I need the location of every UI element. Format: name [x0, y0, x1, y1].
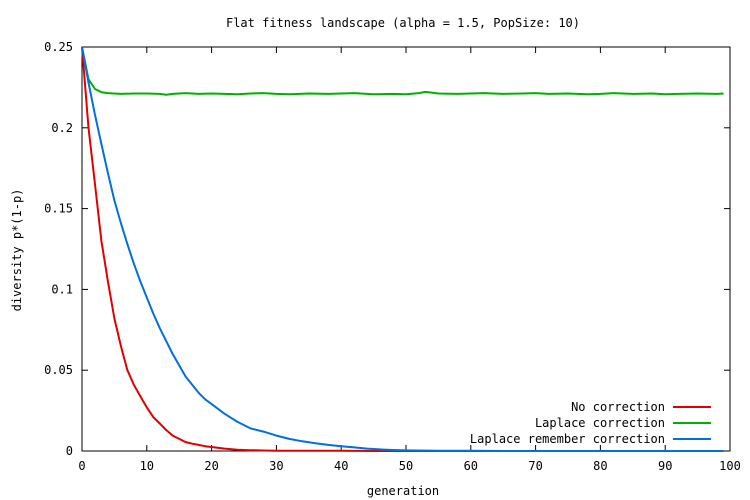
series-line-laplace-correction — [81, 46, 724, 96]
x-tick-label: 40 — [334, 459, 348, 473]
x-tick-label: 30 — [269, 459, 283, 473]
y-tick-label: 0.05 — [44, 363, 73, 377]
x-tick-label: 90 — [658, 459, 672, 473]
y-tick-label: 0.25 — [44, 40, 73, 54]
x-tick-label: 70 — [528, 459, 542, 473]
x-axis-ticks: 0 10 20 30 40 50 60 70 80 90 100 — [78, 47, 741, 473]
series-line-laplace-remember-correction — [81, 46, 724, 452]
plot-frame — [81, 46, 731, 452]
x-tick-label: 60 — [464, 459, 478, 473]
x-tick-label: 10 — [140, 459, 154, 473]
plot-area: 0 0.05 0.1 0.15 0.2 0.25 0 10 20 30 40 50 60 70 80 90 1… — [44, 40, 741, 473]
series-line-no-correction — [81, 46, 504, 452]
chart-title: Flat fitness landscape (alpha = 1.5, Pop… — [226, 16, 580, 30]
y-axis-label: diversity p*(1-p) — [10, 189, 24, 312]
y-tick-label: 0.1 — [51, 282, 73, 296]
y-tick-label: 0 — [66, 444, 73, 458]
x-tick-label: 20 — [204, 459, 218, 473]
y-tick-label: 0.2 — [51, 121, 73, 135]
x-axis-label: generation — [367, 484, 439, 498]
legend-label-laplace-remember-correction: Laplace remember correction — [470, 432, 665, 446]
legend-label-laplace-correction: Laplace correction — [535, 416, 665, 430]
x-tick-label: 50 — [399, 459, 413, 473]
y-axis-ticks: 0 0.05 0.1 0.15 0.2 0.25 — [44, 40, 730, 458]
series-lines — [81, 46, 724, 452]
x-tick-label: 100 — [719, 459, 741, 473]
legend-label-no-correction: No correction — [571, 400, 665, 414]
y-tick-label: 0.15 — [44, 202, 73, 216]
x-tick-label: 80 — [593, 459, 607, 473]
x-tick-label: 0 — [78, 459, 85, 473]
legend: No correction Laplace correction Laplace r… — [470, 400, 711, 446]
